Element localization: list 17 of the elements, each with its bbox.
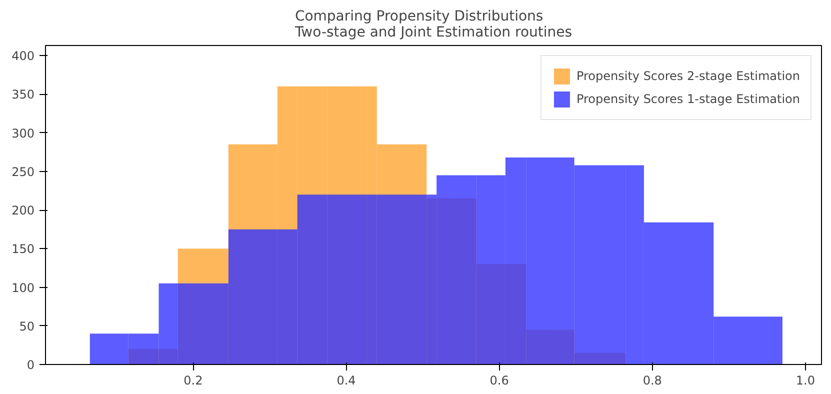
- x-tick-label: 1.0: [796, 374, 815, 388]
- y-tick-label: 300: [12, 126, 34, 140]
- y-tick-label: 150: [12, 242, 34, 256]
- x-tick-label: 0.4: [336, 374, 356, 388]
- y-tick-label: 350: [12, 88, 34, 102]
- x-tick-label: 0.2: [184, 374, 203, 388]
- y-tick-label: 200: [12, 204, 34, 218]
- y-tick-label: 0: [26, 358, 35, 372]
- chart-title: Comparing Propensity Distributions Two-stage and Joint Estimation routines: [294, 8, 572, 40]
- y-tick-label: 250: [12, 164, 34, 179]
- x-tick-label: 0.6: [490, 374, 509, 388]
- y-tick-label: 100: [12, 280, 34, 295]
- legend-label: Propensity Scores 1-stage Estimation: [576, 92, 800, 106]
- y-tick-label: 50: [19, 319, 35, 334]
- x-tick-label: 0.8: [642, 374, 662, 388]
- legend-label: Propensity Scores 2-stage Estimation: [576, 69, 800, 83]
- y-tick-label: 400: [12, 49, 34, 64]
